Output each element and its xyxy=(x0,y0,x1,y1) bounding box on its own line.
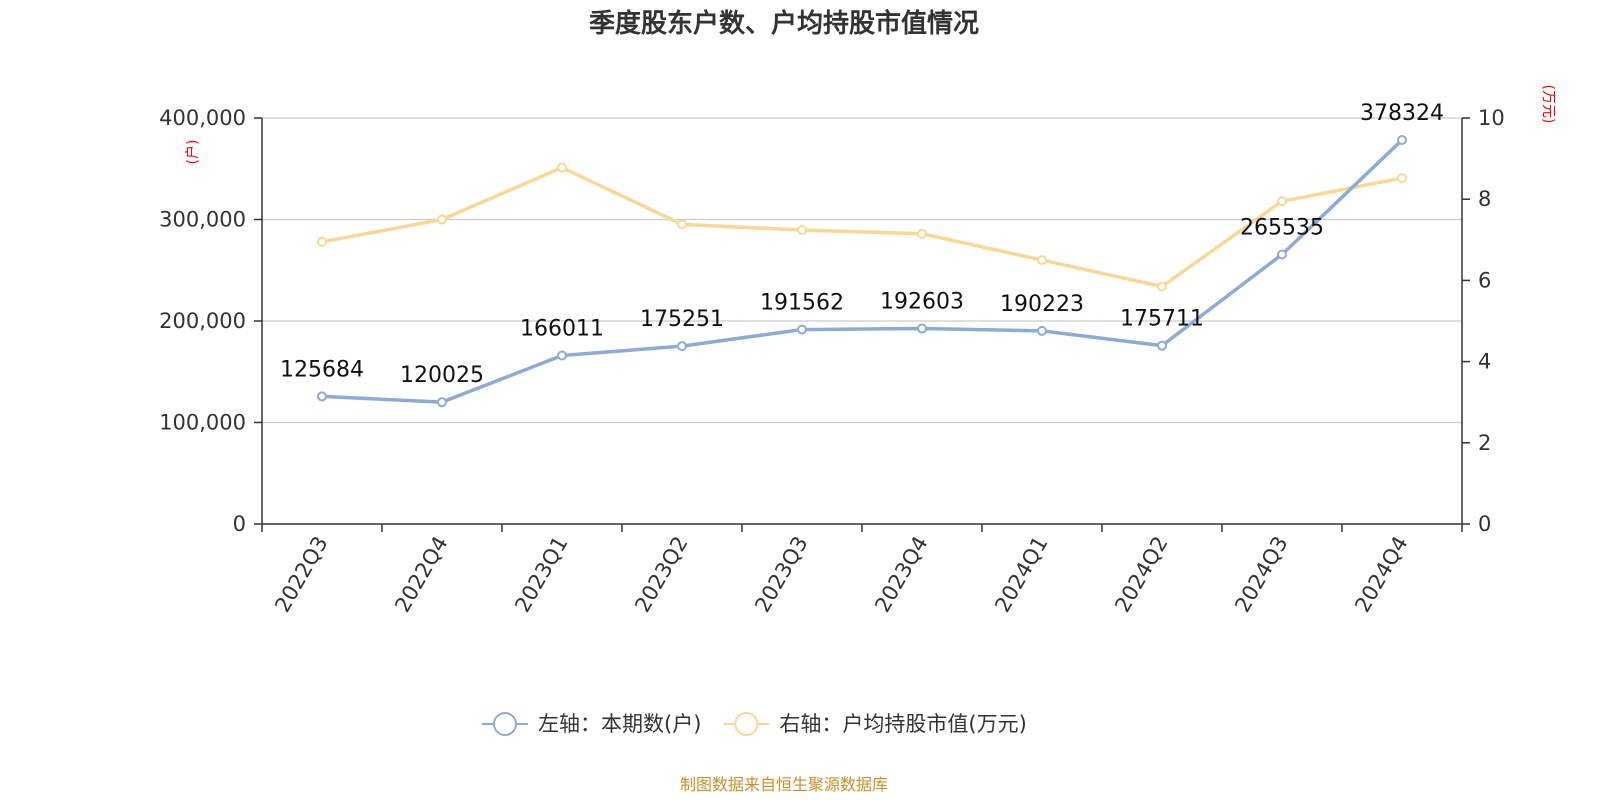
legend-item-label: 右轴：户均持股市值(万元) xyxy=(779,712,1026,736)
right-axis-tick-label: 6 xyxy=(1478,268,1491,292)
right-axis-unit: (万元) xyxy=(1540,85,1556,124)
data-label: 191562 xyxy=(760,291,844,316)
data-point xyxy=(557,162,567,173)
data-point xyxy=(557,350,567,361)
data-point xyxy=(677,219,687,230)
data-point xyxy=(1397,135,1407,146)
data-point xyxy=(1277,249,1287,260)
data-point xyxy=(317,391,327,402)
data-point xyxy=(797,225,807,236)
data-label: 190223 xyxy=(1000,292,1084,317)
data-point xyxy=(437,397,447,408)
right-axis-tick-label: 4 xyxy=(1478,350,1491,374)
left-axis-tick-label: 200,000 xyxy=(159,309,246,333)
x-axis-tick-label: 2023Q1 xyxy=(510,532,572,616)
legend-item-label: 左轴：本期数(户) xyxy=(538,712,701,736)
data-point xyxy=(677,341,687,352)
data-point xyxy=(1397,173,1407,184)
data-point xyxy=(1037,325,1047,336)
data-point xyxy=(1157,281,1167,292)
legend: 左轴：本期数(户) 右轴：户均持股市值(万元) xyxy=(482,712,1027,736)
data-point xyxy=(317,236,327,247)
left-axis-tick-label: 0 xyxy=(233,512,246,536)
x-axis-tick-label: 2023Q2 xyxy=(630,532,692,616)
data-label: 175251 xyxy=(640,307,724,332)
data-label: 265535 xyxy=(1240,215,1324,240)
x-axis-tick-label: 2023Q3 xyxy=(750,532,812,616)
data-point xyxy=(917,228,927,239)
legend-swatch-marker xyxy=(734,712,759,736)
left-axis-unit: (户) xyxy=(184,140,201,165)
data-point xyxy=(797,324,807,335)
left-axis-tick-label: 100,000 xyxy=(159,411,246,435)
grid-lines xyxy=(262,117,1462,424)
x-axis-tick-label: 2022Q3 xyxy=(270,532,332,616)
left-axis-tick-label: 400,000 xyxy=(159,106,246,130)
series-lines xyxy=(317,135,1407,408)
series-line xyxy=(320,165,1404,289)
data-label: 120025 xyxy=(400,363,484,388)
data-label: 175711 xyxy=(1120,307,1204,332)
x-axis-tick-label: 2024Q2 xyxy=(1110,532,1172,616)
data-point xyxy=(1037,255,1047,266)
data-point xyxy=(1157,340,1167,351)
data-label: 378324 xyxy=(1360,101,1444,126)
left-axis-tick-label: 300,000 xyxy=(159,208,246,232)
data-labels: 125684 120025 166011 175251 191562 192603 1902… xyxy=(280,101,1444,388)
right-axis-tick-label: 0 xyxy=(1478,512,1491,536)
data-point xyxy=(917,323,927,334)
chart-title: 季度股东户数、户均持股市值情况 xyxy=(589,8,979,39)
data-label: 125684 xyxy=(280,357,364,382)
legend-swatch-marker xyxy=(493,712,517,736)
x-axis-tick-label: 2022Q4 xyxy=(390,532,452,616)
x-axis-tick-label: 2024Q3 xyxy=(1230,532,1292,616)
right-axis-tick-label: 10 xyxy=(1478,106,1505,130)
data-label: 192603 xyxy=(880,290,964,315)
series-line xyxy=(320,138,1404,404)
right-axis-tick-label: 2 xyxy=(1478,431,1491,455)
x-axis-tick-label: 2024Q1 xyxy=(990,532,1052,616)
source-note: 制图数据来自恒生聚源数据库 xyxy=(680,775,888,794)
data-point xyxy=(1277,196,1287,207)
right-axis-tick-label: 8 xyxy=(1478,187,1491,211)
data-point xyxy=(437,214,447,225)
x-axis-tick-label: 2024Q4 xyxy=(1350,532,1412,616)
data-label: 166011 xyxy=(520,316,604,341)
x-axis-tick-label: 2023Q4 xyxy=(870,532,932,616)
